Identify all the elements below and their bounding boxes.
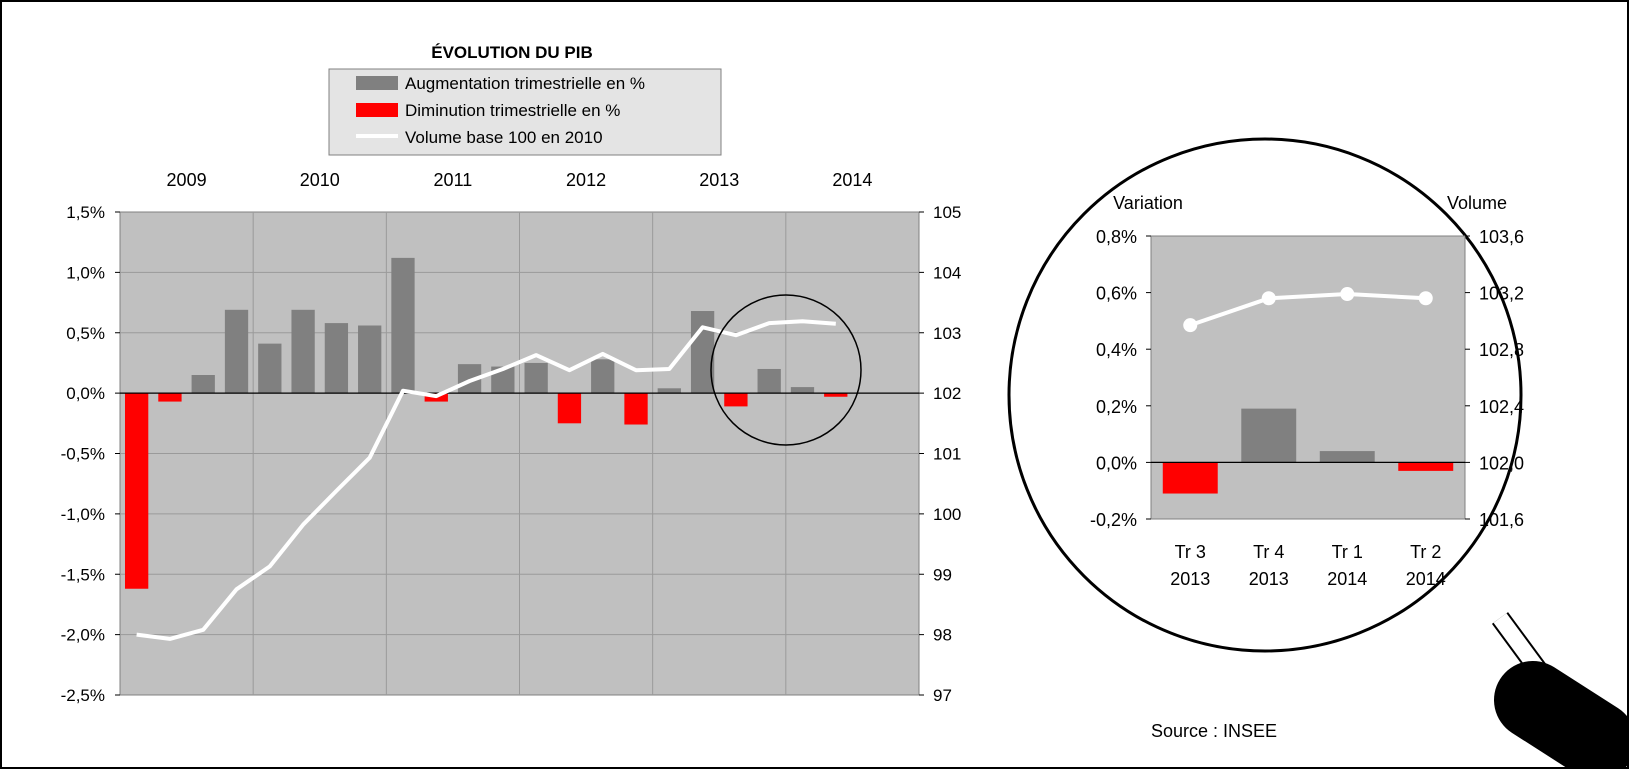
left-tick-label: 0,5% — [66, 324, 105, 343]
zoom-volume-marker — [1418, 291, 1433, 306]
zoom-right-tick-label: 103,6 — [1479, 227, 1524, 247]
zoom-category-year: 2014 — [1406, 569, 1446, 589]
main-chart: ÉVOLUTION DU PIB Augmentation trimestrie… — [61, 43, 962, 705]
bar-decrease — [824, 393, 848, 397]
zoom-volume-marker — [1261, 291, 1276, 306]
left-tick-label: -2,0% — [61, 626, 105, 645]
left-tick-label: -0,5% — [61, 445, 105, 464]
main-chart-title: ÉVOLUTION DU PIB — [431, 43, 593, 62]
legend-label-decrease: Diminution trimestrielle en % — [405, 101, 620, 120]
zoom-left-axis-label: Variation — [1113, 193, 1183, 213]
zoom-bar-increase — [1319, 451, 1375, 463]
bar-decrease — [557, 393, 582, 424]
main-left-axis-ticks: 1,5% 1,0% 0,5% 0,0% -0,5% -1,0% -1,5% -2,0% -2,5… — [61, 203, 120, 705]
year-label: 2013 — [699, 170, 739, 190]
zoom-highlight-circle — [710, 294, 862, 446]
bar-increase — [757, 368, 781, 394]
year-label: 2014 — [832, 170, 872, 190]
main-bars — [124, 257, 848, 589]
year-label: 2012 — [566, 170, 606, 190]
zoom-left-axis-ticks: 0,8% 0,6% 0,4% 0,2% 0,0% -0,2% — [1090, 227, 1151, 530]
year-labels: 2009 2010 2011 2012 2013 2014 — [167, 170, 873, 190]
bar-increase — [258, 343, 282, 394]
zoom-right-tick-label: 102,4 — [1479, 397, 1524, 417]
left-tick-label: 1,5% — [66, 203, 105, 222]
legend-label-increase: Augmentation trimestrielle en % — [405, 74, 645, 93]
zoom-volume-markers — [1183, 287, 1433, 333]
zoom-volume-line — [1189, 292, 1426, 327]
left-tick-label: 0,0% — [66, 384, 105, 403]
zoom-volume-marker — [1183, 318, 1198, 333]
bar-increase — [790, 387, 815, 394]
zoom-bars — [1162, 408, 1454, 494]
zoom-right-axis-ticks: 103,6 103,2 102,8 102,4 102,0 101,6 — [1465, 227, 1524, 530]
main-right-axis-ticks: 105 104 103 102 101 100 99 98 97 — [919, 203, 961, 705]
legend-swatch-decrease — [356, 103, 398, 117]
bar-increase — [291, 309, 315, 394]
left-tick-label: -1,0% — [61, 505, 105, 524]
bar-decrease — [724, 393, 748, 407]
zoom-category-quarter: Tr 4 — [1253, 542, 1284, 562]
bar-increase — [591, 359, 615, 394]
zoom-right-tick-label: 102,8 — [1479, 340, 1524, 360]
bar-increase — [224, 309, 249, 394]
bar-decrease — [158, 393, 182, 402]
left-tick-label: 1,0% — [66, 263, 105, 282]
zoom-category-quarter: Tr 2 — [1410, 542, 1441, 562]
right-tick-label: 100 — [933, 505, 961, 524]
zoom-category-quarter: Tr 3 — [1175, 542, 1206, 562]
zoom-right-tick-label: 102,0 — [1479, 453, 1524, 473]
zoom-right-tick-label: 103,2 — [1479, 284, 1524, 304]
zoom-bar-decrease — [1398, 462, 1454, 471]
bar-increase — [657, 388, 681, 394]
zoom-category-labels: Tr 3 2013 Tr 4 2013 Tr 1 2014 Tr 2 2014 — [1170, 542, 1446, 589]
zoom-bar-increase — [1241, 408, 1297, 463]
zoom-bar-decrease — [1162, 462, 1218, 494]
bar-increase — [191, 375, 215, 394]
year-label: 2011 — [434, 170, 473, 190]
zoom-chart: Variation Volume 0,8% 0,6% 0,4% 0,2% 0,0% -0,… — [1090, 193, 1524, 589]
right-tick-label: 101 — [933, 445, 961, 464]
zoom-category-year: 2013 — [1170, 569, 1210, 589]
bar-increase — [524, 362, 548, 394]
legend-swatch-increase — [356, 76, 398, 90]
zoom-left-tick-label: 0,0% — [1096, 453, 1137, 473]
right-tick-label: 104 — [933, 263, 961, 282]
legend: Augmentation trimestrielle en % Diminuti… — [328, 68, 722, 156]
bar-increase — [324, 323, 349, 394]
right-tick-label: 99 — [933, 565, 952, 584]
year-label: 2009 — [167, 170, 207, 190]
bar-increase — [391, 257, 415, 394]
left-tick-label: -2,5% — [61, 686, 105, 705]
legend-label-volume: Volume base 100 en 2010 — [405, 128, 603, 147]
main-volume-line — [136, 319, 836, 641]
zoom-category-year: 2013 — [1249, 569, 1289, 589]
year-label: 2010 — [300, 170, 340, 190]
zoom-left-tick-label: 0,6% — [1096, 284, 1137, 304]
zoom-category-year: 2014 — [1327, 569, 1367, 589]
bar-increase — [358, 325, 382, 394]
bar-decrease — [124, 393, 149, 589]
zoom-left-tick-label: -0,2% — [1090, 510, 1137, 530]
right-tick-label: 102 — [933, 384, 961, 403]
right-tick-label: 105 — [933, 203, 961, 222]
bar-decrease — [624, 393, 648, 425]
right-tick-label: 103 — [933, 324, 961, 343]
right-tick-label: 98 — [933, 626, 952, 645]
zoom-right-axis-label: Volume — [1447, 193, 1507, 213]
zoom-category-quarter: Tr 1 — [1332, 542, 1363, 562]
left-tick-label: -1,5% — [61, 565, 105, 584]
bar-increase — [457, 364, 482, 394]
zoom-right-tick-label: 101,6 — [1479, 510, 1524, 530]
zoom-left-tick-label: 0,8% — [1096, 227, 1137, 247]
zoom-left-tick-label: 0,4% — [1096, 340, 1137, 360]
zoom-volume-marker — [1340, 287, 1355, 302]
right-tick-label: 97 — [933, 686, 952, 705]
zoom-left-tick-label: 0,2% — [1096, 397, 1137, 417]
source-note: Source : INSEE — [1151, 721, 1277, 741]
bar-increase — [690, 311, 715, 394]
